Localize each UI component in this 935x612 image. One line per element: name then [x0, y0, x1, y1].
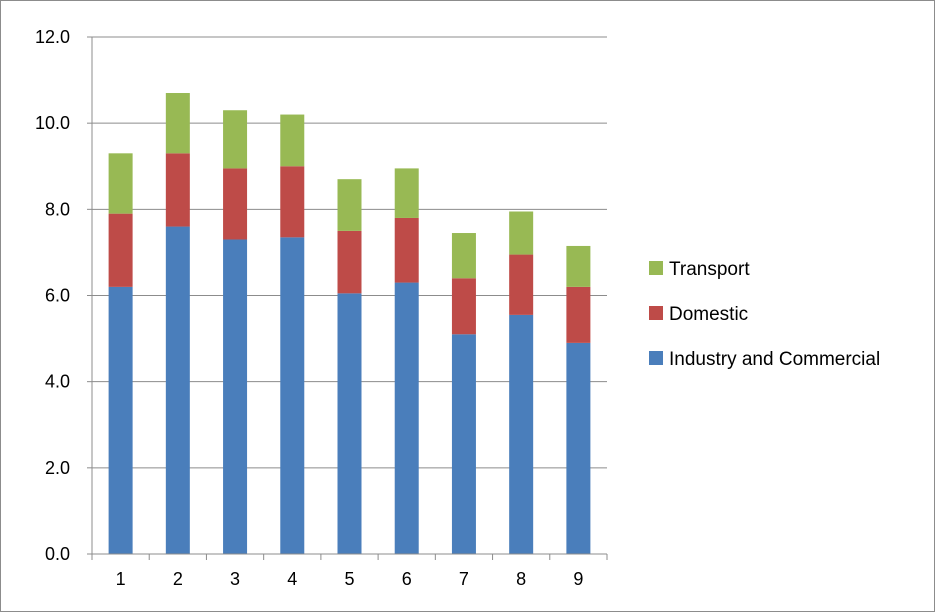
- y-tick-label-2: 4.0: [45, 372, 70, 392]
- x-tick-labels: 1 2 3 4 5 6 7 8 9: [116, 569, 584, 589]
- bar-transport-7: [451, 233, 476, 279]
- x-tick-label-6: 6: [402, 569, 412, 589]
- x-tick-label-9: 9: [573, 569, 583, 589]
- y-tick-labels: 0.0 2.0 4.0 6.0 8.0 10.0 12.0: [35, 27, 70, 564]
- legend-label-domestic: Domestic: [669, 304, 748, 325]
- bar-industry-and-commercial-8: [509, 314, 534, 554]
- bar-domestic-2: [165, 153, 190, 227]
- bar-domestic-6: [394, 217, 419, 283]
- y-tick-label-4: 8.0: [45, 199, 70, 219]
- bar-domestic-4: [280, 166, 305, 238]
- bar-transport-3: [223, 110, 248, 169]
- legend: Transport Domestic Industry and Commercial: [649, 259, 880, 370]
- y-tick-label-3: 6.0: [45, 286, 70, 306]
- x-tick-label-8: 8: [516, 569, 526, 589]
- bar-transport-1: [108, 153, 133, 214]
- y-tick-label-5: 10.0: [35, 113, 70, 133]
- bar-industry-and-commercial-4: [280, 237, 305, 554]
- bar-domestic-9: [566, 286, 591, 343]
- legend-swatch-industry-and-commercial: [649, 351, 663, 365]
- bar-domestic-1: [108, 213, 133, 287]
- y-tick-label-0: 0.0: [45, 544, 70, 564]
- bar-transport-2: [165, 93, 190, 154]
- bar-domestic-8: [509, 254, 534, 315]
- bar-industry-and-commercial-1: [108, 286, 133, 554]
- bar-industry-and-commercial-9: [566, 342, 591, 554]
- bar-domestic-5: [337, 230, 362, 294]
- axes: [91, 37, 608, 560]
- bar-transport-5: [337, 179, 362, 231]
- x-tick-label-4: 4: [287, 569, 297, 589]
- legend-swatch-domestic: [649, 306, 663, 320]
- bar-domestic-7: [451, 278, 476, 335]
- bar-industry-and-commercial-5: [337, 293, 362, 554]
- legend-label-industry-and-commercial: Industry and Commercial: [669, 349, 880, 370]
- bar-industry-and-commercial-7: [451, 334, 476, 554]
- bar-transport-6: [394, 168, 419, 218]
- x-tick-label-1: 1: [116, 569, 126, 589]
- legend-label-transport: Transport: [669, 259, 750, 280]
- x-tick-label-3: 3: [230, 569, 240, 589]
- x-tick-label-2: 2: [173, 569, 183, 589]
- bars: [108, 93, 591, 555]
- y-tick-label-6: 12.0: [35, 27, 70, 47]
- legend-swatch-transport: [649, 261, 663, 275]
- bar-transport-9: [566, 245, 591, 287]
- x-tick-label-7: 7: [459, 569, 469, 589]
- bar-domestic-3: [223, 168, 248, 240]
- bar-industry-and-commercial-3: [223, 239, 248, 555]
- bar-industry-and-commercial-6: [394, 282, 419, 554]
- bar-industry-and-commercial-2: [165, 226, 190, 554]
- bar-transport-8: [509, 211, 534, 255]
- x-tick-label-5: 5: [344, 569, 354, 589]
- y-tick-label-1: 2.0: [45, 458, 70, 478]
- bar-transport-4: [280, 114, 305, 167]
